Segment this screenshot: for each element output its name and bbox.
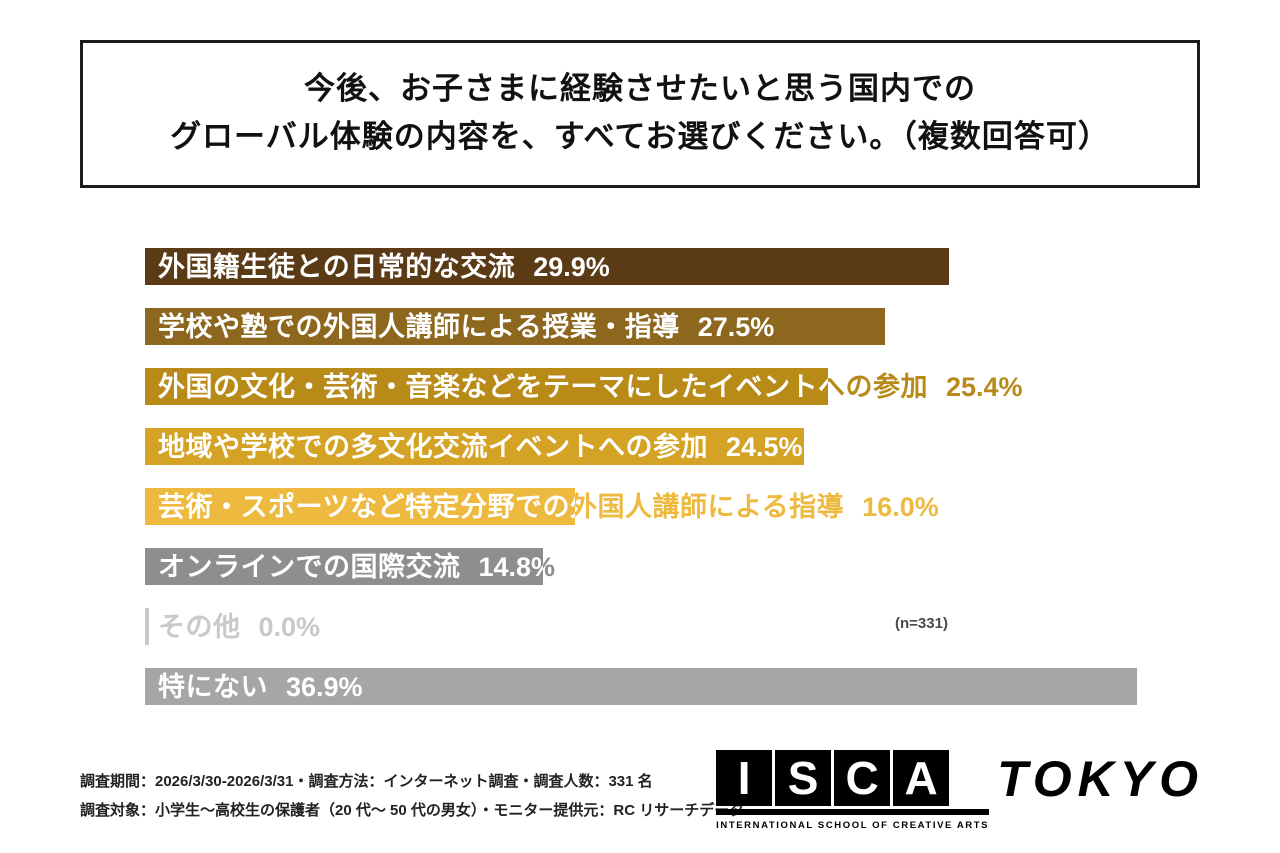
isca-logo-column: I S C A INTERNATIONAL SCHOOL OF CREATIVE… <box>716 750 990 831</box>
bar-row: オンラインでの国際交流 14.8%オンラインでの国際交流 14.8% <box>145 548 1140 585</box>
bar-row: 外国の文化・芸術・音楽などをテーマにしたイベントへの参加25.4%外国の文化・芸… <box>145 368 1140 405</box>
bar-label: その他 0.0% <box>145 608 320 645</box>
logo-subtitle: INTERNATIONAL SCHOOL OF CREATIVE ARTS <box>716 820 990 831</box>
bar-value-text: 25.4% <box>946 372 1023 402</box>
bar-label: オンラインでの国際交流 14.8% <box>145 548 543 585</box>
isca-letter-block: S <box>775 750 832 806</box>
bar-label: 特にない 36.9% <box>145 668 363 705</box>
bar: 外国の文化・芸術・音楽などをテーマにしたイベントへの参加25.4% <box>145 368 829 405</box>
bar-row: 学校や塾での外国人講師による授業・指導 27.5%学校や塾での外国人講師による授業… <box>145 308 1140 345</box>
bar-value-text: 0.0% <box>258 612 321 642</box>
bar-row: 芸術・スポーツなど特定分野での外国人講師による指導16.0%芸術・スポーツなど特… <box>145 488 1140 525</box>
isca-tokyo-logo: I S C A INTERNATIONAL SCHOOL OF CREATIVE… <box>716 750 1204 831</box>
bar: 外国籍生徒との日常的な交流 29.9% <box>145 248 950 285</box>
bar-value-text: 27.5% <box>697 312 775 342</box>
bar-value-text: 16.0% <box>862 492 939 522</box>
bar-row: 特にない 36.9%特にない 36.9% <box>145 668 1140 705</box>
logo-tokyo-text: TOKYO <box>997 751 1204 807</box>
footnote-line-2: 調査対象：小学生〜高校生の保護者（20 代〜 50 代の男女）・モニター提供元：… <box>80 801 745 819</box>
bar-label: 地域や学校での多文化交流イベントへの参加 24.5% <box>145 428 803 465</box>
bar-chart: 外国籍生徒との日常的な交流 29.9%外国籍生徒との日常的な交流 29.9% 学校や塾… <box>145 248 1140 728</box>
bar-category-text: 学校や塾での外国人講師による授業・指導 <box>158 312 680 342</box>
bar-category-text: 外国の文化・芸術・音楽などをテーマにしたイベントへの参加 <box>158 372 828 402</box>
bar-label: 学校や塾での外国人講師による授業・指導 27.5% <box>145 308 774 345</box>
title-line-1: 今後、お子さまに経験させたいと思う国内での <box>304 71 976 106</box>
title-box: 今後、お子さまに経験させたいと思う国内での グローバル体験の内容を、すべてお選び… <box>80 40 1200 189</box>
bar: 芸術・スポーツなど特定分野での外国人講師による指導16.0% <box>145 488 576 525</box>
bar-category-text: 特にない <box>158 672 268 702</box>
bar: 特にない 36.9% <box>145 668 1138 705</box>
isca-letter-blocks: I S C A <box>716 750 989 806</box>
bar: 学校や塾での外国人講師による授業・指導 27.5% <box>145 308 885 345</box>
bar-row: 地域や学校での多文化交流イベントへの参加 24.5%地域や学校での多文化交流イベン… <box>145 428 1140 465</box>
bar: オンラインでの国際交流 14.8% <box>145 548 543 585</box>
sample-size-label: (n=331) <box>895 615 948 632</box>
footnote-line-1: 調査期間：2026/3/30-2026/3/31・調査方法：インターネット調査・… <box>80 773 653 790</box>
bar-label: 芸術・スポーツなど特定分野での外国人講師による指導16.0% <box>145 488 575 525</box>
bar-category-text: その他 <box>158 612 241 642</box>
bar: 地域や学校での多文化交流イベントへの参加 24.5% <box>145 428 804 465</box>
isca-letter-block: I <box>716 750 773 806</box>
bar-category-text: 外国籍生徒との日常的な交流 <box>158 252 516 282</box>
logo-divider-bar <box>716 809 990 815</box>
isca-letter-block: A <box>893 750 950 806</box>
bar-value-text: 29.9% <box>533 252 610 282</box>
survey-footnote: 調査期間：2026/3/30-2026/3/31・調査方法：インターネット調査・… <box>80 768 744 825</box>
bar-category-text: 芸術・スポーツなど特定分野での外国人講師による指導 <box>158 492 575 522</box>
title-line-2: グローバル体験の内容を、すべてお選びください。（複数回答可） <box>170 119 1110 155</box>
bar-category-text: 地域や学校での多文化交流イベントへの参加 <box>158 432 708 462</box>
bar-value-text: 24.5% <box>726 432 803 462</box>
bar-category-text: オンラインでの国際交流 <box>158 552 461 582</box>
bar-label: 外国の文化・芸術・音楽などをテーマにしたイベントへの参加25.4% <box>145 368 828 405</box>
bar-value-text: 36.9% <box>286 672 363 702</box>
bar-row: 外国籍生徒との日常的な交流 29.9%外国籍生徒との日常的な交流 29.9% <box>145 248 1140 285</box>
bar-label: 外国籍生徒との日常的な交流 29.9% <box>145 248 610 285</box>
bar-value-text: 14.8% <box>478 552 544 582</box>
isca-letter-block: C <box>834 750 891 806</box>
